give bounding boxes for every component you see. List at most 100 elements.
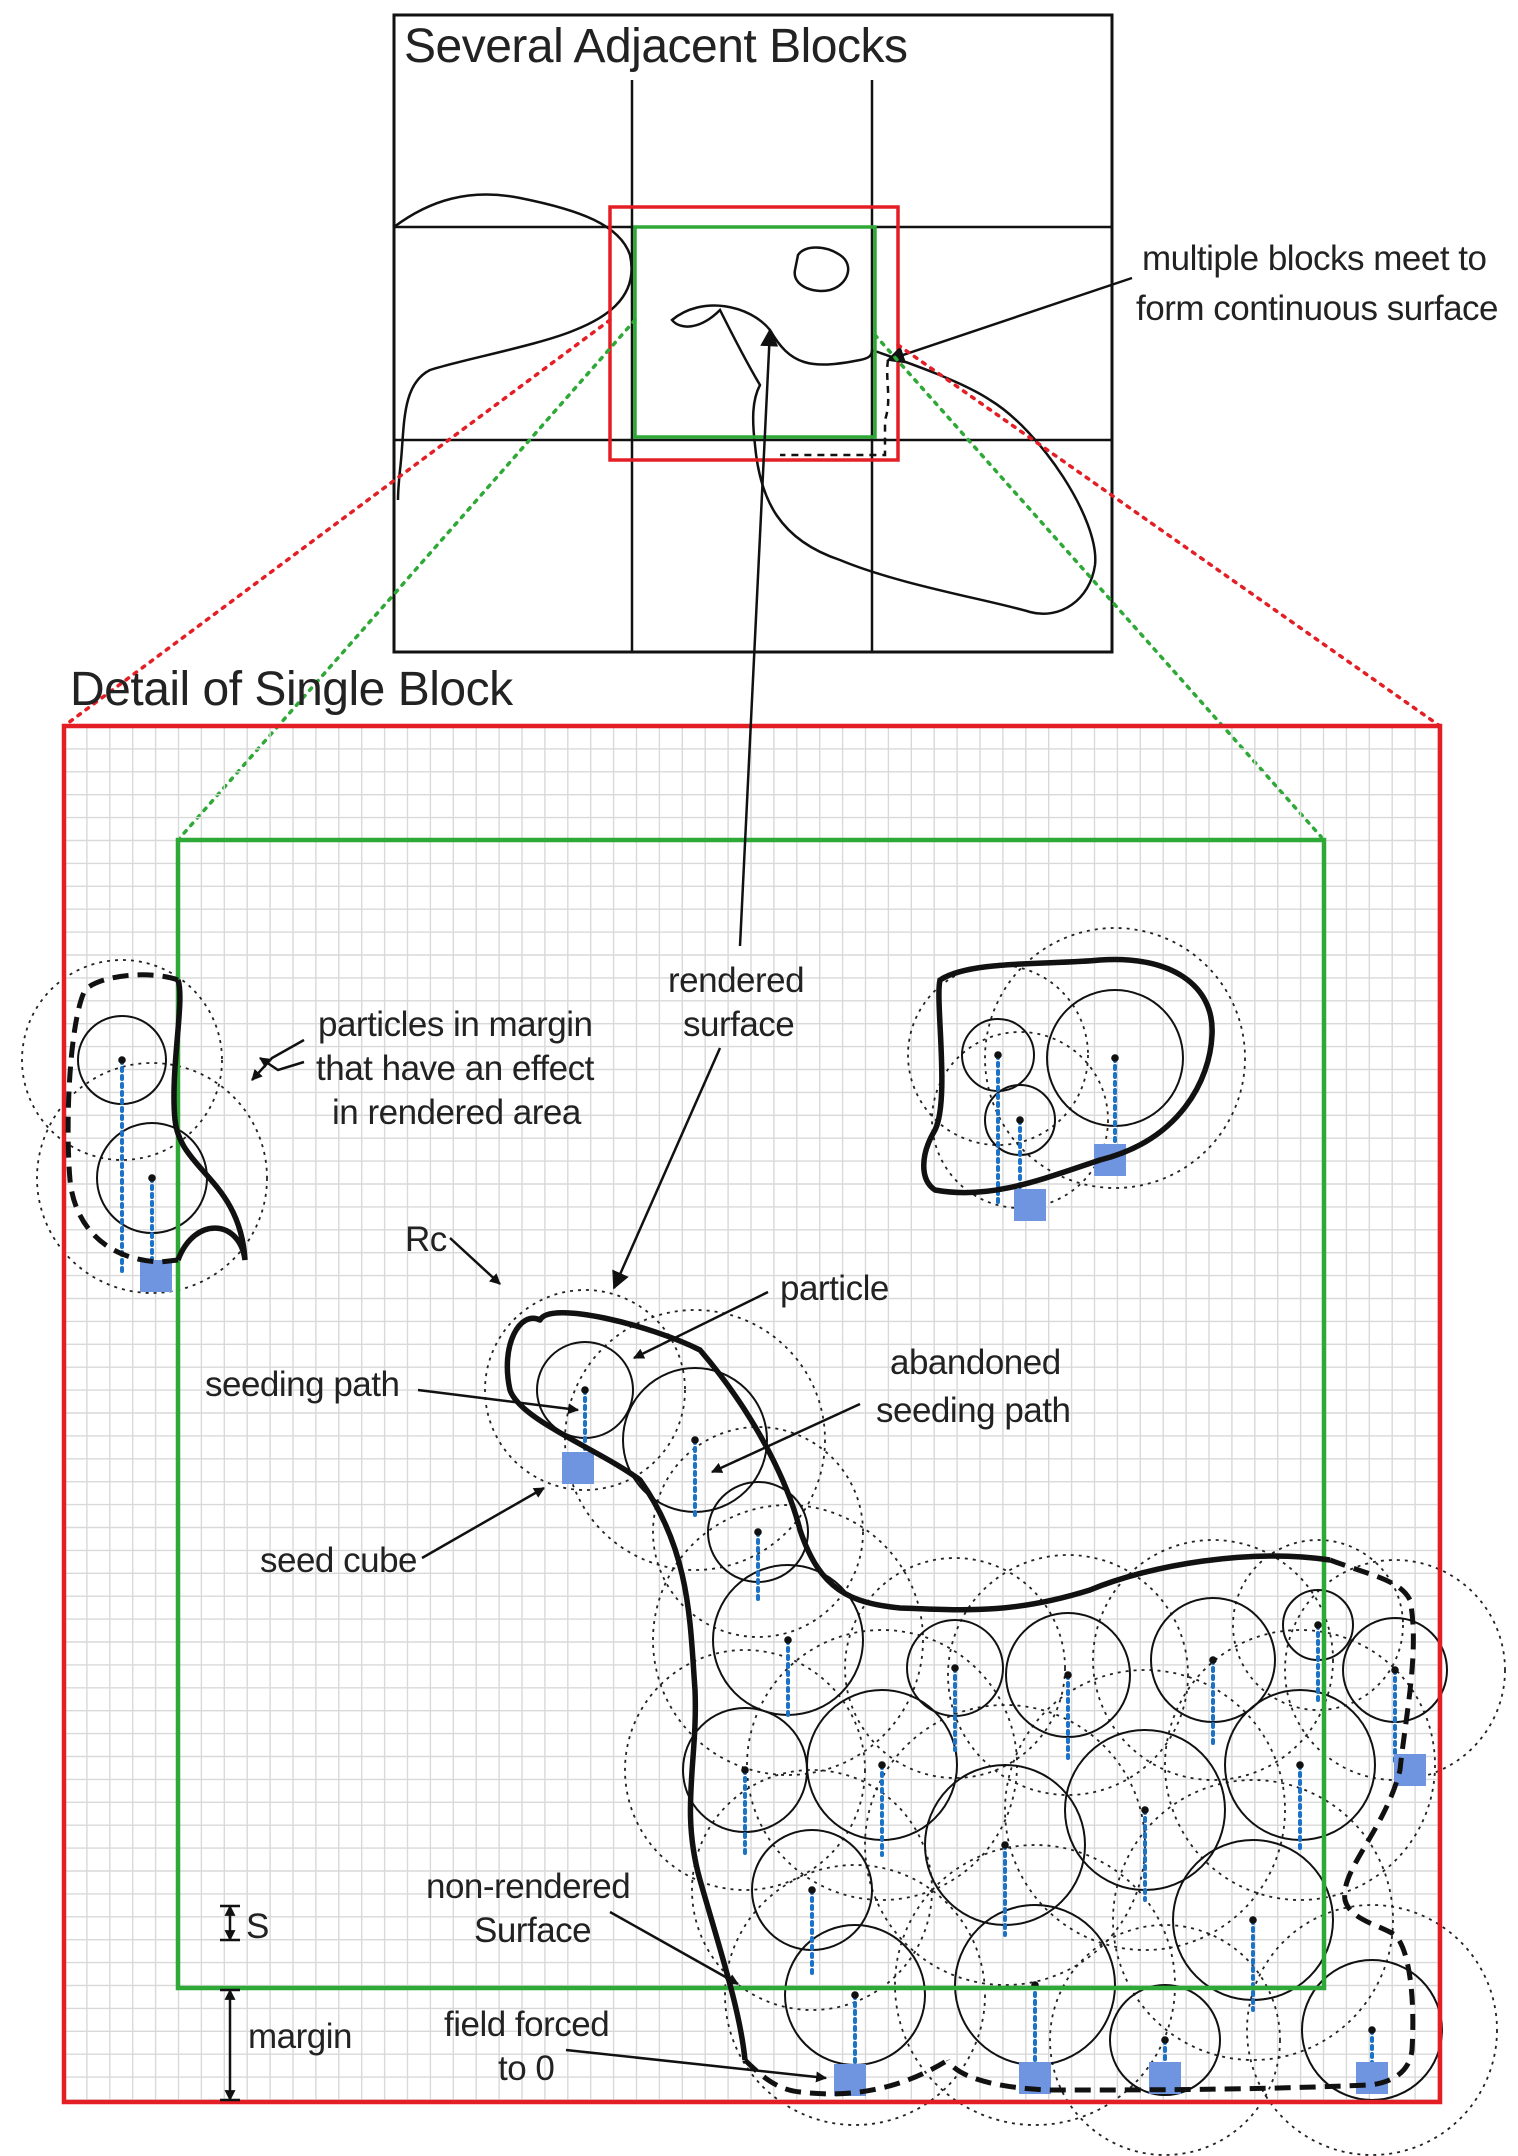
projection-lines (62, 318, 1442, 842)
arrow-margin-particles-a (251, 1038, 305, 1081)
influence-radius (1284, 1559, 1506, 1781)
label-s: S (246, 1907, 269, 1946)
influence-radius (1049, 1924, 1281, 2156)
overview-callout-line2: form continuous surface (1136, 289, 1498, 328)
rendered-surface-main (504, 1310, 1331, 2061)
overview-panel: Several Adjacent Blocks multiple blocks … (392, 13, 1499, 654)
label-seed-cube: seed cube (260, 1541, 417, 1580)
callout-arrow (886, 276, 1133, 364)
label-field-forced-line1: field forced (444, 2005, 609, 2044)
particle-dot (148, 1174, 156, 1182)
seed-cube (140, 1260, 172, 1292)
arrow-margin-particles-b (259, 1056, 305, 1072)
label-field-forced-line2: to 0 (498, 2049, 554, 2088)
arrow-seeding-path (417, 1388, 580, 1415)
non-rendered-surface-bottom (743, 2057, 950, 2097)
non-rendered-surface-right (945, 1557, 1416, 2093)
influence-radius (1092, 1539, 1334, 1781)
label-non-rendered-line2: Surface (474, 1911, 591, 1950)
detail-rendered-area (175, 837, 1327, 1991)
influence-radius (844, 1557, 1066, 1779)
seeding-path-group (120, 1053, 1397, 2090)
label-margin-particles-line2: that have an effect (316, 1049, 595, 1088)
particle-dot-group (118, 1051, 1399, 2044)
arrow-rendered-surface-up (738, 328, 779, 947)
particle-circle (1109, 1984, 1221, 2096)
particle-dot (784, 1636, 792, 1644)
influence-radius (652, 1426, 864, 1638)
detail-title: Detail of Single Block (70, 663, 514, 716)
detail-block-outline (61, 723, 1443, 2105)
label-rc: Rc (405, 1220, 447, 1259)
seed-cube-group (140, 1144, 1426, 2096)
particle-dot (994, 1051, 1002, 1059)
particle-dot (808, 1886, 816, 1894)
particle-dot (691, 1436, 699, 1444)
particle-dot (951, 1664, 959, 1672)
overview-callout-line1: multiple blocks meet to (1142, 239, 1486, 278)
particle-dot (1249, 1916, 1257, 1924)
influence-radius (484, 1289, 686, 1491)
seed-cube (1014, 1189, 1046, 1221)
dimension-markers (220, 1904, 240, 2102)
detail-panel: Detail of Single Block rendered surface … (21, 328, 1506, 2156)
leader-arrows (251, 328, 861, 2083)
particle-dot (1064, 1671, 1072, 1679)
projection-red-left (62, 318, 612, 728)
influence-radius (36, 1062, 268, 1294)
particle-dot (1314, 1621, 1322, 1629)
influence-radius (724, 1864, 986, 2126)
label-abandoned-line2: seeding path (876, 1391, 1070, 1430)
overview-contour-left (393, 193, 633, 501)
particle-dot (754, 1528, 762, 1536)
arrow-rc (449, 1237, 501, 1285)
influence-radius (947, 1554, 1189, 1796)
influence-radius (1112, 1779, 1394, 2061)
rendered-surface-margin (171, 979, 248, 1262)
particle-dot (581, 1386, 589, 1394)
influence-radius-group (21, 927, 1506, 2156)
arrow-rendered-surface-down (612, 1047, 722, 1290)
particle-dot (1001, 1841, 1009, 1849)
overview-block-outline (608, 205, 900, 462)
label-margin-particles-line1: particles in margin (318, 1005, 593, 1044)
influence-radius (652, 1504, 924, 1776)
seed-cube (562, 1452, 594, 1484)
label-margin-particles-line3: in rendered area (332, 1093, 582, 1132)
influence-radius (21, 959, 223, 1161)
influence-radius (1164, 1629, 1436, 1901)
arrow-field-forced (565, 2048, 828, 2083)
arrow-particle (633, 1290, 769, 1360)
overview-rendered-area (633, 225, 877, 439)
influence-radius (624, 1649, 866, 1891)
particle-dot (1296, 1761, 1304, 1769)
particle-dot (118, 1056, 126, 1064)
arrow-seed-cube (421, 1486, 545, 1560)
arrow-non-rendered (609, 1910, 739, 1986)
label-particle: particle (780, 1269, 889, 1308)
influence-radius (907, 964, 1089, 1146)
particle-dot (1016, 1116, 1024, 1124)
particle-dot (741, 1766, 749, 1774)
influence-radius (564, 1309, 826, 1571)
particle-dot (851, 1991, 859, 1999)
label-margin: margin (248, 2017, 352, 2056)
particle-dot (878, 1761, 886, 1769)
particle-dot (1141, 1806, 1149, 1814)
particle-dot (1161, 2036, 1169, 2044)
particle-dot (1391, 1666, 1399, 1674)
detail-grid (63, 725, 1440, 2102)
overview-contour-island (793, 246, 850, 293)
label-rendered-surface-line1: rendered (668, 961, 804, 1000)
influence-radius (1004, 1669, 1286, 1951)
particle-dot (1209, 1656, 1217, 1664)
influence-radius (1232, 1539, 1404, 1711)
particle-dot (1368, 2026, 1376, 2034)
label-non-rendered-line1: non-rendered (426, 1867, 630, 1906)
label-abandoned-line1: abandoned (890, 1343, 1061, 1382)
overview-title: Several Adjacent Blocks (404, 20, 907, 73)
label-rendered-surface-line2: surface (683, 1005, 794, 1044)
influence-radius (984, 927, 1246, 1189)
